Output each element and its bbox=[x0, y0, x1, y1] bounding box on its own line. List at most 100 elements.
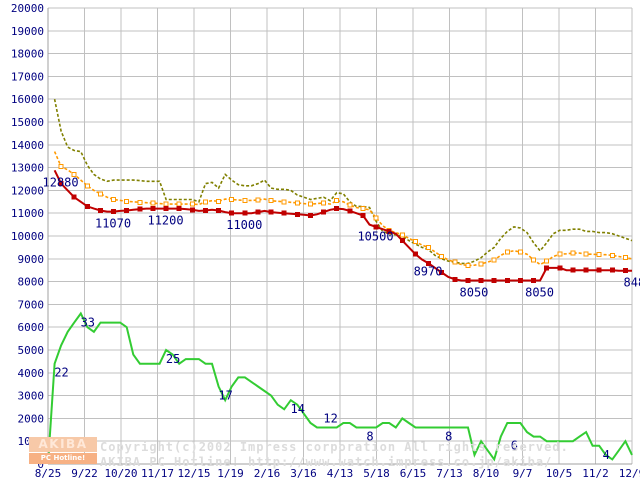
series-marker-min-price bbox=[399, 238, 405, 244]
series-marker-min-price bbox=[176, 206, 182, 212]
series-marker-avg-price bbox=[294, 200, 300, 206]
series-marker-avg-price bbox=[71, 171, 77, 177]
price-point-label: 12880 bbox=[42, 175, 78, 189]
count-point-label: 8 bbox=[366, 430, 373, 444]
y-tick-label: 15000 bbox=[11, 116, 44, 129]
series-marker-avg-price bbox=[504, 249, 510, 255]
series-marker-avg-price bbox=[255, 197, 261, 203]
series-marker-min-price bbox=[137, 206, 143, 212]
y-tick-label: 19000 bbox=[11, 25, 44, 38]
series-marker-min-price bbox=[386, 228, 392, 234]
series-marker-min-price bbox=[452, 276, 458, 282]
x-tick-label: 8/10 bbox=[473, 467, 500, 480]
x-tick-label: 11/17 bbox=[141, 467, 174, 480]
series-marker-avg-price bbox=[412, 239, 418, 245]
series-marker-avg-price bbox=[570, 250, 576, 256]
y-tick-label: 13000 bbox=[11, 162, 44, 175]
y-tick-label: 5000 bbox=[18, 344, 45, 357]
series-marker-avg-price bbox=[84, 183, 90, 189]
series-marker-avg-price bbox=[439, 254, 445, 260]
x-tick-label: 9/7 bbox=[513, 467, 533, 480]
y-tick-label: 14000 bbox=[11, 139, 44, 152]
series-marker-avg-price bbox=[58, 163, 64, 169]
series-marker-min-price bbox=[111, 209, 117, 215]
series-line-shop-count bbox=[47, 311, 633, 465]
series-marker-min-price bbox=[570, 267, 576, 273]
y-axis-tick-labels: 0 1000 2000 3000 4000 5000 6000 7000 8000 9000 100… bbox=[11, 2, 44, 471]
series-marker-avg-price bbox=[491, 257, 497, 263]
series-marker-avg-price bbox=[163, 201, 169, 207]
y-tick-label: 20000 bbox=[11, 2, 44, 15]
y-tick-label: 18000 bbox=[11, 48, 44, 61]
series-marker-avg-price bbox=[544, 258, 550, 264]
series-marker-avg-price bbox=[202, 199, 208, 205]
x-tick-label: 8/25 bbox=[35, 467, 62, 480]
series-marker-min-price bbox=[97, 207, 103, 213]
series-marker-avg-price bbox=[124, 198, 130, 204]
x-tick-label: 10/20 bbox=[104, 467, 137, 480]
series-marker-avg-price bbox=[307, 201, 313, 207]
y-tick-label: 16000 bbox=[11, 93, 44, 106]
price-point-label: 8970 bbox=[414, 264, 443, 278]
series-marker-min-price bbox=[596, 267, 602, 273]
series-marker-avg-price bbox=[452, 259, 458, 265]
series-marker-avg-price bbox=[596, 252, 602, 258]
count-point-label: 22 bbox=[54, 366, 68, 380]
price-point-label: 11200 bbox=[147, 214, 183, 228]
series-marker-avg-price bbox=[150, 200, 156, 206]
x-tick-label: 9/22 bbox=[71, 467, 98, 480]
x-tick-label: 2/16 bbox=[254, 467, 281, 480]
x-tick-label: 1/19 bbox=[217, 467, 244, 480]
series-marker-min-price bbox=[189, 207, 195, 213]
series-marker-avg-price bbox=[373, 215, 379, 221]
series-marker-avg-price bbox=[137, 199, 143, 205]
series-marker-min-price bbox=[229, 210, 235, 216]
series-marker-min-price bbox=[504, 277, 510, 283]
y-tick-label: 2000 bbox=[18, 412, 45, 425]
x-tick-label: 4/13 bbox=[327, 467, 354, 480]
series-marker-avg-price bbox=[478, 261, 484, 267]
series-marker-min-price bbox=[281, 210, 287, 216]
series-marker-avg-price bbox=[347, 202, 353, 208]
y-tick-label: 7000 bbox=[18, 298, 45, 311]
series-line-max-price bbox=[53, 99, 633, 265]
y-tick-label: 1000 bbox=[18, 435, 45, 448]
series-marker-avg-price bbox=[281, 199, 287, 205]
series-marker-min-price bbox=[465, 277, 471, 283]
x-tick-label: 12/9 bbox=[619, 467, 640, 480]
series-marker-avg-price bbox=[111, 197, 117, 203]
count-point-label: 4 bbox=[603, 448, 610, 462]
series-marker-min-price bbox=[124, 207, 130, 213]
series-marker-avg-price bbox=[399, 232, 405, 238]
series-marker-avg-price bbox=[609, 252, 615, 258]
data-point-labels: 1288011070112001100010500897080508050848… bbox=[42, 175, 640, 461]
series-marker-min-price bbox=[242, 210, 248, 216]
count-point-label: 14 bbox=[291, 402, 305, 416]
y-tick-label: 8000 bbox=[18, 276, 45, 289]
y-tick-label: 9000 bbox=[18, 253, 45, 266]
x-tick-label: 11/2 bbox=[582, 467, 609, 480]
series-marker-min-price bbox=[58, 181, 64, 187]
axis-lines bbox=[47, 8, 632, 465]
price-point-label: 8050 bbox=[460, 285, 489, 299]
series-marker-min-price bbox=[412, 251, 418, 257]
series-marker-min-price bbox=[517, 277, 523, 283]
count-point-label: 6 bbox=[511, 439, 518, 453]
y-tick-label: 0 bbox=[37, 458, 44, 471]
y-tick-label: 17000 bbox=[11, 70, 44, 83]
y-tick-label: 6000 bbox=[18, 321, 45, 334]
series-marker-avg-price bbox=[465, 263, 471, 269]
series-marker-avg-price bbox=[268, 198, 274, 204]
count-point-label: 33 bbox=[81, 316, 95, 330]
series-marker-min-price bbox=[609, 267, 615, 273]
x-tick-label: 12/15 bbox=[177, 467, 210, 480]
series-marker-min-price bbox=[71, 194, 77, 200]
series-marker-min-price bbox=[544, 265, 550, 271]
series-marker-min-price bbox=[150, 206, 156, 212]
x-tick-label: 5/18 bbox=[363, 467, 390, 480]
x-axis-tick-labels: 8/25 9/22 10/20 11/17 12/15 1/19 2/16 3/16 4/13 5… bbox=[35, 467, 640, 480]
series-marker-min-price bbox=[163, 206, 169, 212]
price-point-label: 8050 bbox=[525, 285, 554, 299]
series-lines bbox=[47, 99, 633, 465]
